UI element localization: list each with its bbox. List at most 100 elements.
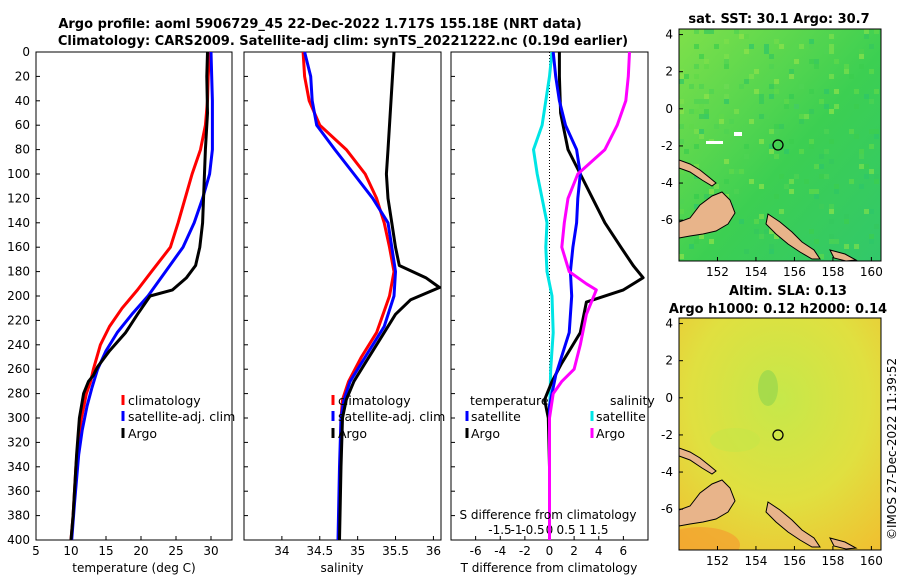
legend-label-climatology: climatology [338,393,411,408]
temperature-x-axis: 5 10 15 20 25 30 [32,536,219,558]
legend-label-argo: Argo [338,426,367,441]
sst-cell [774,39,779,44]
sst-cell [819,154,824,159]
sst-cell [859,184,864,189]
sst-cell [799,119,804,124]
s-tick-label: -1.5 [488,523,511,537]
map-x-tick-label: 156 [783,554,806,568]
sst-cell [694,164,699,169]
x-tick-label: 35 [350,544,365,558]
new-ireland-coast [679,159,717,187]
x-tick-label: -6 [470,544,482,558]
x-tick-label: 2 [570,544,578,558]
land [679,159,858,261]
sst-cell [864,164,869,169]
sst-cell [854,134,859,139]
sst-cell [764,49,769,54]
salinity-series [301,51,441,541]
depth-tick-label: 0 [22,45,30,59]
sst-cell [869,234,874,239]
x-tick-label: 5 [32,544,40,558]
sst-cell [704,194,709,199]
sst-cell [814,59,819,64]
sst-cell [874,174,879,179]
sst-cell [814,64,819,69]
sst-cell [829,49,834,54]
depth-tick-label: 240 [7,338,30,352]
credit-timestamp: ©IMOS 27-Dec-2022 11:39:52 [885,358,899,540]
sst-cell [834,89,839,94]
sst-cell [809,89,814,94]
map-x-tick-label: 152 [706,265,729,279]
sst-cell [864,34,869,39]
sst-cell [709,89,714,94]
sst-cell [769,64,774,69]
sst-cell [869,239,874,244]
sst-cell [769,129,774,134]
depth-tick-label: 260 [7,362,30,376]
sst-cell [759,139,764,144]
sst-cell [774,89,779,94]
sst-cell [699,84,704,89]
sst-cell [829,109,834,114]
sst-cell [789,74,794,79]
sst-cell [864,94,869,99]
sst-cell [829,209,834,214]
bougainville-coast [765,501,821,548]
sst-cell [789,189,794,194]
sst-cell [694,29,699,34]
x-tick-label: -4 [494,544,506,558]
sst-cell [869,69,874,74]
depth-tick-label: 180 [7,265,30,279]
land [679,447,858,550]
salinity-x-axis: 34 34.5 35 35.5 36 [274,536,441,558]
sst-cell [739,169,744,174]
sst-cell [774,79,779,84]
sst-cell [679,209,684,214]
legend-label-s-satellite: satellite [596,409,646,424]
series-line-climatology [69,51,212,541]
x-tick-label: -2 [519,544,531,558]
sst-cell [764,114,769,119]
sst-cell [874,89,879,94]
series-line-s-argo [548,51,631,540]
sst-cell [709,239,714,244]
series-line-satellite-adj-clim [303,51,397,541]
sst-cell [809,144,814,149]
sst-cell [819,99,824,104]
x-tick-label: 10 [63,544,78,558]
depth-axis: 0 20 40 60 80 100 120 140 160 180 200 220 240 260 280 3… [7,45,455,547]
sst-cell [704,64,709,69]
sst-cell [704,99,709,104]
depth-tick-label: 80 [15,143,30,157]
sst-cell [874,134,879,139]
x-tick-label: 6 [620,544,628,558]
sst-cell [724,59,729,64]
sst-cell [729,119,734,124]
x-tick-label: 20 [133,544,148,558]
sst-cell [769,84,774,89]
sst-cell [799,114,804,119]
sst-cell [814,164,819,169]
salinity-xlabel: salinity [320,561,363,575]
s-tick-label: 1.5 [589,523,608,537]
sst-cell [724,64,729,69]
x-tick-label: 4 [595,544,603,558]
map-x-tick-label: 160 [860,554,883,568]
sst-cell [679,124,684,129]
sst-cell [784,99,789,104]
sst-cell [859,54,864,59]
sst-cell [829,44,834,49]
sst-cell [809,44,814,49]
sst-cell [769,244,774,249]
sst-cell [724,54,729,59]
sst-cell [779,209,784,214]
sst-cell [714,44,719,49]
sla-anomaly [679,527,740,550]
sst-cell [739,34,744,39]
sst-cell [864,29,869,34]
sst-cell [704,109,709,114]
map-y-tick-label: 0 [665,391,673,405]
sst-cell [874,29,879,34]
